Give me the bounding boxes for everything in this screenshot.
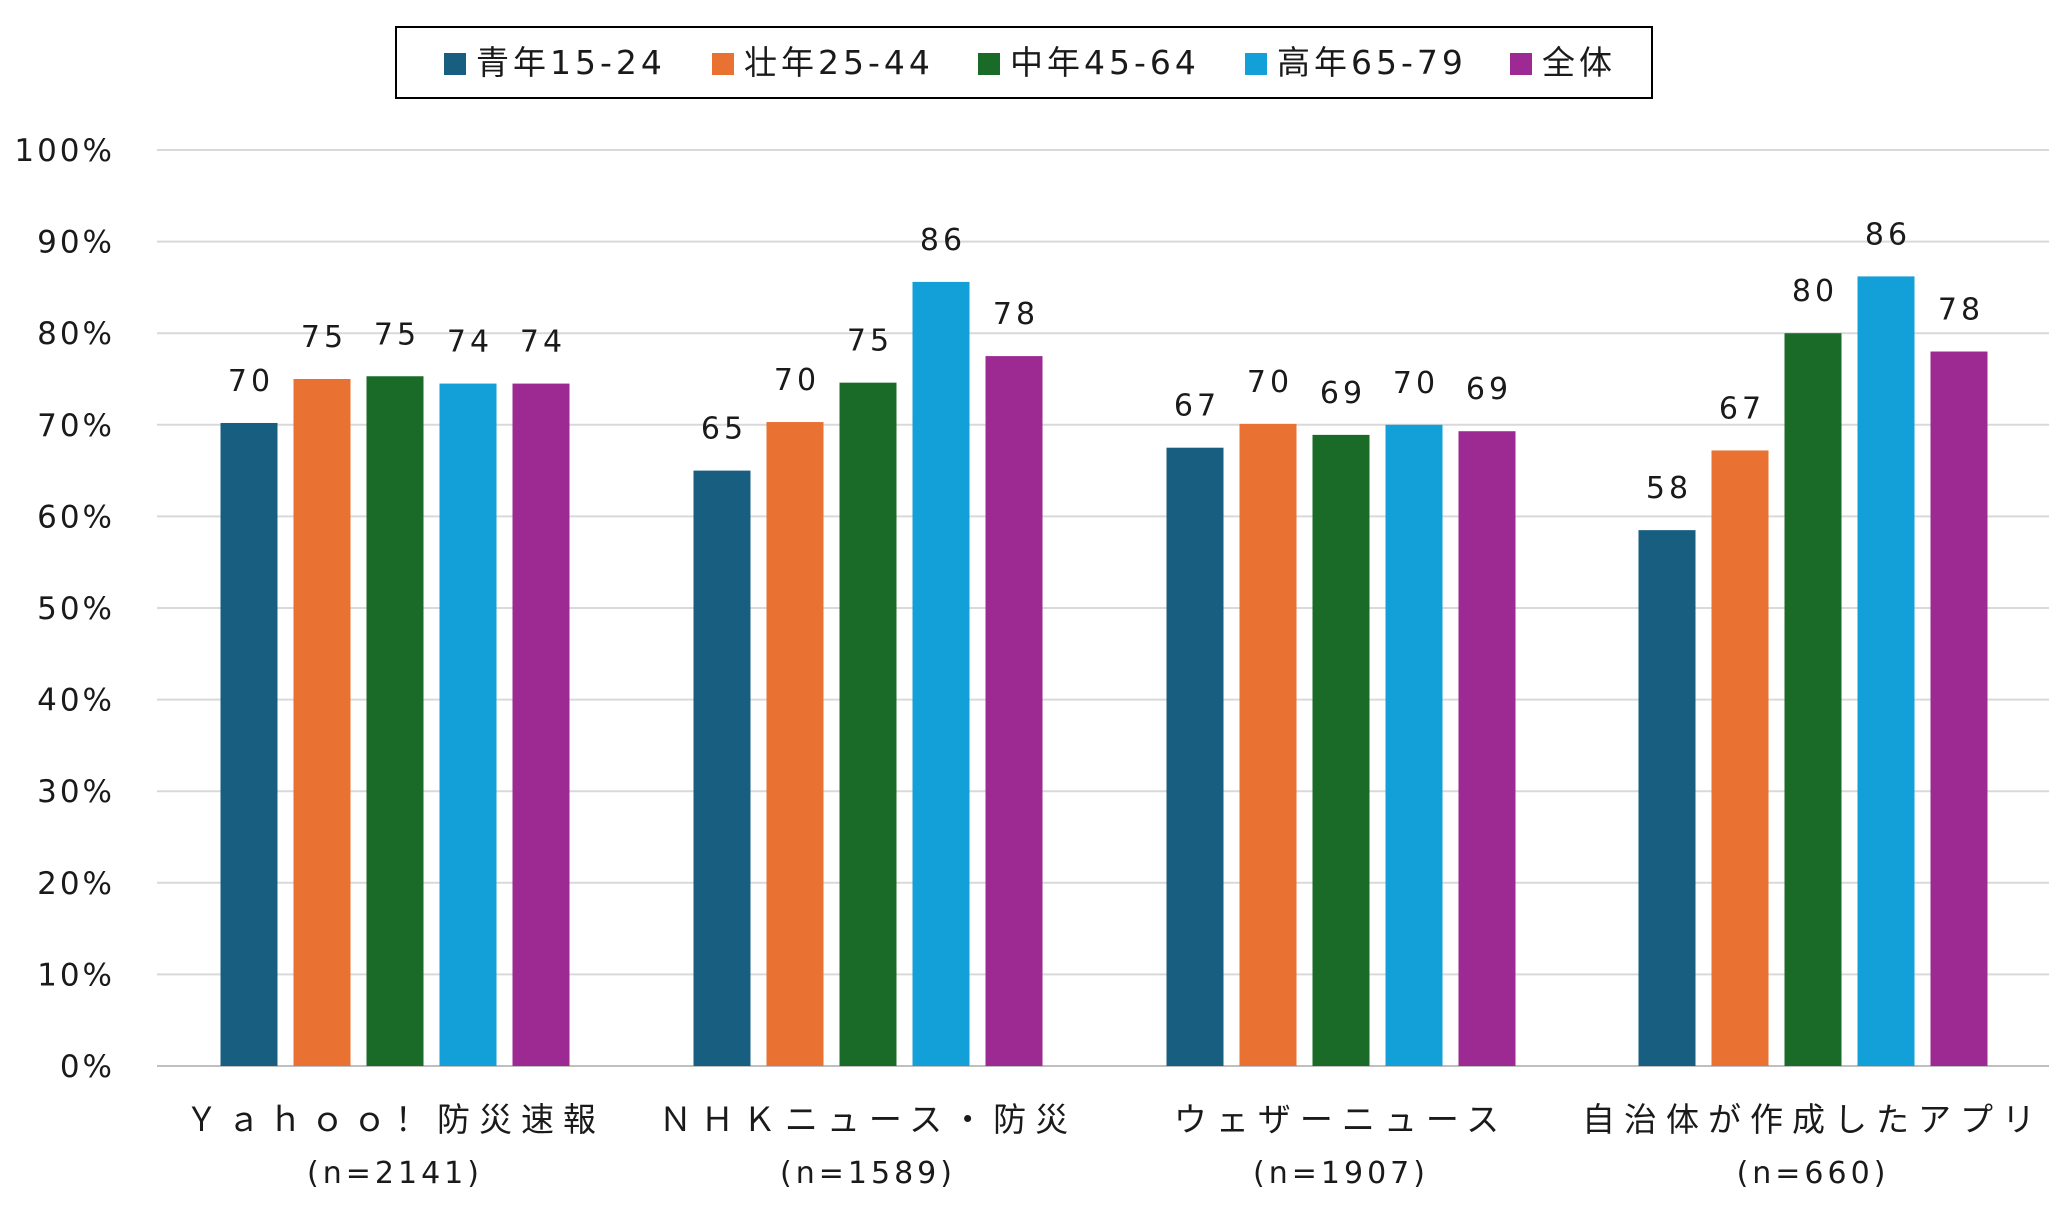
data-label: 75	[847, 324, 893, 359]
y-axis-ticks: 0% 10% 20% 30% 40% 50% 60% 70% 80% 90% 100%	[14, 133, 115, 1085]
data-label: 65	[701, 412, 747, 447]
data-label: 78	[1938, 293, 1984, 328]
bars	[220, 276, 1988, 1067]
bar	[912, 281, 970, 1066]
legend: 青年15-24 壮年25-44 中年45-64 高年65-79 全体	[395, 26, 1653, 99]
bar	[366, 376, 424, 1066]
y-tick-label: 100%	[14, 133, 115, 169]
bar	[1312, 434, 1370, 1067]
category-label: 自治体が作成したアプリ	[1582, 1100, 2044, 1139]
bar	[839, 382, 897, 1066]
data-label: 80	[1792, 274, 1838, 309]
legend-label: 全体	[1542, 43, 1616, 82]
data-label: 78	[993, 297, 1039, 332]
category-label: ウェザーニュース	[1174, 1100, 1508, 1139]
data-label: 86	[920, 223, 966, 258]
y-tick-label: 0%	[60, 1049, 115, 1085]
data-label: 69	[1466, 372, 1512, 407]
y-tick-label: 60%	[37, 499, 115, 535]
data-label: 74	[447, 325, 493, 360]
y-tick-label: 80%	[37, 316, 115, 352]
data-label: 70	[1247, 365, 1293, 400]
legend-swatch	[1245, 53, 1267, 75]
bar	[1784, 333, 1842, 1066]
bar	[1857, 276, 1915, 1067]
category-sublabel: (n=2141)	[307, 1156, 483, 1191]
bar	[1385, 424, 1443, 1066]
bar	[1930, 351, 1988, 1066]
bar	[693, 470, 751, 1067]
bar	[766, 422, 824, 1066]
bar	[1711, 450, 1769, 1066]
legend-item: 全体	[1510, 43, 1616, 82]
legend-label: 高年65-79	[1277, 43, 1467, 82]
data-label: 67	[1174, 389, 1220, 424]
category-label: Ｙａｈｏｏ！防災速報	[185, 1100, 605, 1139]
data-label: 75	[301, 320, 347, 355]
y-tick-label: 10%	[37, 957, 115, 993]
data-label: 58	[1646, 471, 1692, 506]
bar	[439, 383, 497, 1067]
bar	[1166, 447, 1224, 1066]
data-label: 70	[228, 364, 274, 399]
legend-label: 青年15-24	[476, 43, 666, 82]
bar	[1638, 530, 1696, 1066]
legend-swatch	[444, 53, 466, 75]
data-label: 86	[1865, 217, 1911, 252]
bar	[1458, 431, 1516, 1066]
bar	[293, 379, 351, 1066]
legend-swatch	[1510, 53, 1532, 75]
category-label: ＮＨＫニュース・防災	[659, 1100, 1077, 1139]
data-label: 70	[774, 363, 820, 398]
category-sublabel: (n=1907)	[1253, 1156, 1429, 1191]
bar	[220, 422, 278, 1066]
legend-item: 青年15-24	[444, 43, 666, 82]
bar	[512, 383, 570, 1067]
data-label: 67	[1719, 391, 1765, 426]
bar	[985, 356, 1043, 1067]
legend-label: 中年45-64	[1010, 43, 1200, 82]
data-label: 69	[1320, 376, 1366, 411]
legend-label: 壮年25-44	[744, 43, 934, 82]
legend-box	[395, 26, 1653, 99]
legend-item: 高年65-79	[1245, 43, 1467, 82]
y-tick-label: 30%	[37, 774, 115, 810]
data-label: 70	[1393, 366, 1439, 401]
data-labels: 70 75 75 74 74 Ｙａｈｏｏ！防災速報 (n=2141) 65 70 75 86 78 ＮＨ…	[185, 217, 2044, 1191]
y-tick-label: 40%	[37, 683, 115, 719]
category-sublabel: (n=1589)	[780, 1156, 956, 1191]
data-label: 74	[520, 325, 566, 360]
y-tick-label: 50%	[37, 591, 115, 627]
bar	[1239, 423, 1297, 1066]
legend-swatch	[712, 53, 734, 75]
legend-item: 中年45-64	[978, 43, 1200, 82]
y-tick-label: 90%	[37, 225, 115, 261]
y-tick-label: 20%	[37, 866, 115, 902]
category-sublabel: (n=660)	[1737, 1156, 1890, 1191]
data-label: 75	[374, 317, 420, 352]
legend-swatch	[978, 53, 1000, 75]
y-tick-label: 70%	[37, 408, 115, 444]
legend-item: 壮年25-44	[712, 43, 934, 82]
